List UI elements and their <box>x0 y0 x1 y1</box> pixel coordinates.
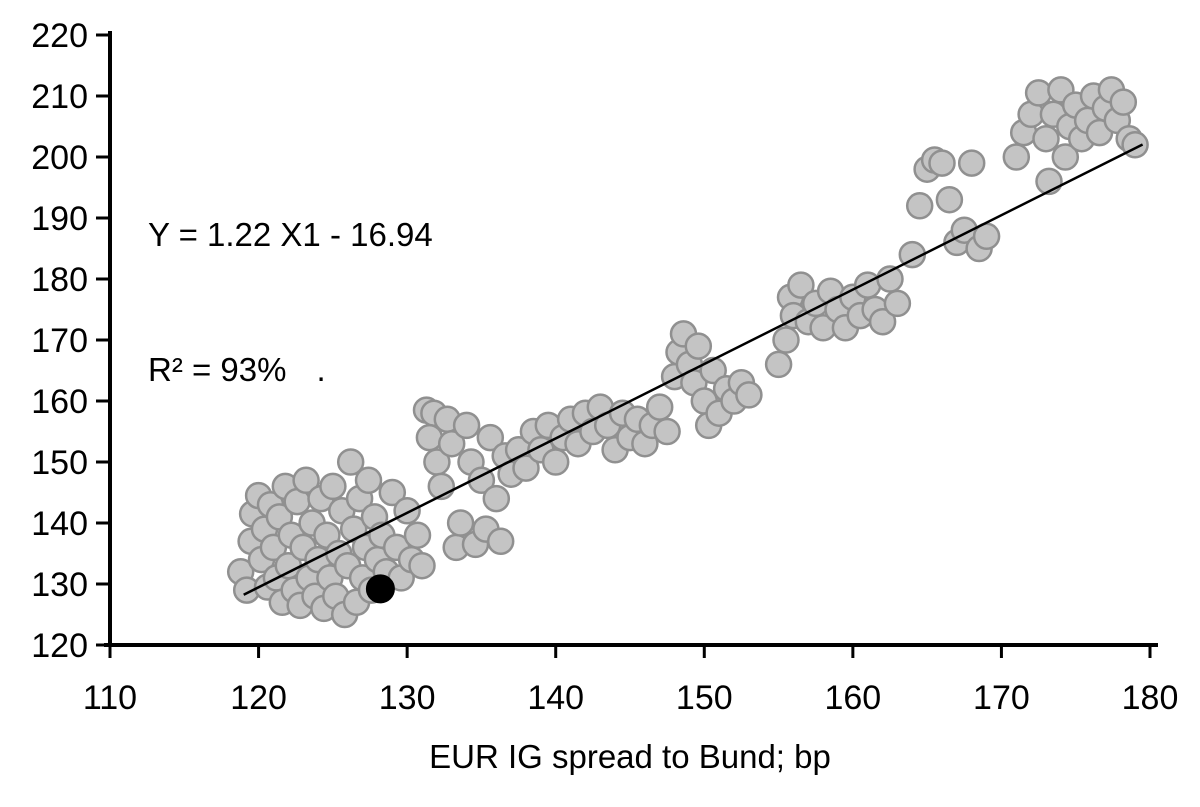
equation-text: Y = 1.22 X1 - 16.94 <box>148 216 433 253</box>
data-point <box>928 149 956 177</box>
data-point <box>482 484 511 513</box>
y-tick-label: 160 <box>31 383 88 421</box>
r-squared-value: R² = 93% <box>148 351 287 388</box>
data-point <box>319 472 347 501</box>
data-point <box>437 429 466 458</box>
y-tick-label: 180 <box>31 261 88 299</box>
data-point <box>905 192 934 220</box>
data-point <box>853 271 882 299</box>
x-tick-label: 110 <box>83 679 137 717</box>
data-point <box>446 509 475 537</box>
data-point <box>883 289 912 318</box>
data-point <box>408 551 436 580</box>
y-tick-label: 200 <box>31 139 88 177</box>
highlight-point <box>365 574 395 604</box>
data-point <box>1002 143 1031 171</box>
stray-dot: . <box>316 351 326 388</box>
y-tick-label: 120 <box>31 627 88 665</box>
data-point <box>787 271 815 299</box>
x-tick-label: 140 <box>527 679 584 717</box>
data-point <box>1024 79 1053 107</box>
data-point <box>699 356 727 385</box>
data-point <box>393 497 421 525</box>
data-point <box>512 454 540 482</box>
x-tick-label: 180 <box>1122 679 1179 717</box>
data-point <box>764 350 793 379</box>
y-tick-label: 210 <box>31 78 88 116</box>
data-point <box>486 527 515 556</box>
data-point <box>684 332 713 360</box>
data-point <box>957 149 986 177</box>
data-point <box>645 393 674 421</box>
data-point <box>1109 88 1138 116</box>
y-tick-label: 130 <box>31 566 88 604</box>
data-point <box>935 185 964 214</box>
data-point <box>354 466 383 495</box>
regression-annotation: Y = 1.22 X1 - 16.94 R² = 93%. <box>148 122 433 482</box>
data-point <box>378 478 407 507</box>
data-point <box>476 423 505 452</box>
data-point <box>1051 143 1080 171</box>
data-point <box>868 307 897 336</box>
x-axis-label: EUR IG spread to Bund; bp <box>429 738 831 775</box>
regression-line <box>243 143 1144 596</box>
data-point <box>452 411 481 440</box>
data-point <box>1032 124 1060 153</box>
data-point <box>467 466 496 495</box>
x-tick-label: 160 <box>824 679 881 717</box>
y-tick-label: 170 <box>31 322 88 360</box>
x-tick-label: 170 <box>973 679 1030 717</box>
data-point <box>772 326 800 354</box>
y-tick-label: 150 <box>31 444 88 482</box>
x-tick-label: 150 <box>676 679 733 717</box>
y-tick-label: 220 <box>31 17 88 55</box>
y-tick-label: 140 <box>31 505 88 543</box>
data-point <box>541 448 570 476</box>
data-point <box>735 381 763 409</box>
data-point <box>336 448 365 476</box>
data-point <box>403 521 432 549</box>
data-point <box>292 466 320 495</box>
y-tick-label: 190 <box>31 200 88 238</box>
x-tick-label: 120 <box>230 679 287 717</box>
x-tick-label: 130 <box>379 679 436 717</box>
data-point <box>653 417 681 446</box>
r-squared-text: R² = 93%. <box>148 347 433 392</box>
